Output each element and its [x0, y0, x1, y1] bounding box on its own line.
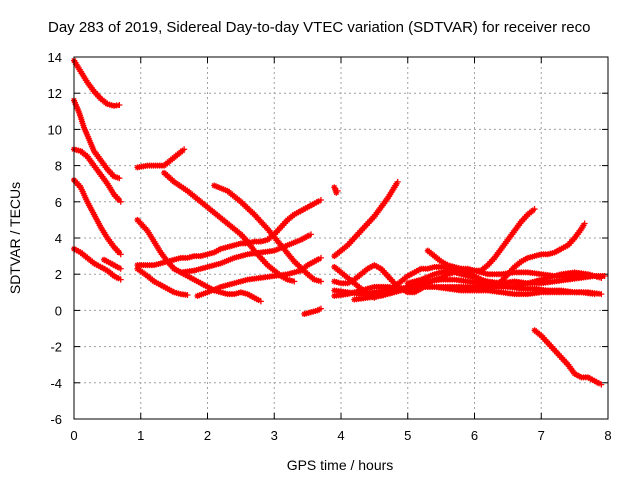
y-tick-label: 0 [55, 303, 62, 318]
x-tick-label: 7 [538, 428, 545, 443]
series-markers [351, 283, 598, 303]
series-markers [101, 256, 124, 272]
series-s10 [134, 196, 324, 269]
chart-title: Day 283 of 2019, Sidereal Day-to-day VTE… [48, 19, 590, 36]
series-s13 [194, 254, 324, 299]
y-tick-label: 2 [55, 267, 62, 282]
series-s14 [211, 182, 324, 285]
series-markers [71, 57, 123, 109]
series-s25 [531, 327, 605, 388]
y-tick-label: 6 [55, 195, 62, 210]
x-tick-label: 0 [70, 428, 77, 443]
series-s12 [171, 265, 264, 305]
series-markers [331, 184, 341, 196]
series-s06 [101, 256, 124, 272]
y-tick-label: 14 [48, 50, 62, 65]
x-tick-label: 5 [404, 428, 411, 443]
series-s24 [491, 220, 588, 289]
series-markers [71, 177, 124, 258]
y-tick-labels: -6 -4 -2 0 2 4 6 8 10 12 14 [48, 50, 62, 427]
series-markers [134, 146, 188, 171]
x-tick-label: 3 [271, 428, 278, 443]
x-tick-label: 6 [471, 428, 478, 443]
series-s16 [331, 184, 341, 196]
x-tick-labels: 0 1 2 3 4 5 6 7 8 [70, 428, 611, 443]
series-s08 [134, 216, 314, 276]
plot-frame [73, 56, 609, 420]
y-tick-label: 4 [55, 231, 62, 246]
series-s15 [301, 305, 324, 318]
series-s02 [71, 97, 123, 182]
data-series [71, 57, 608, 388]
series-markers [161, 169, 298, 285]
series-s01 [71, 57, 123, 109]
series-markers [194, 254, 324, 299]
series-s09 [134, 265, 191, 299]
y-axis-label: SDTVAR / TECUs [7, 182, 23, 294]
series-markers [134, 265, 191, 299]
x-axis-label: GPS time / hours [287, 457, 394, 473]
x-tick-label: 2 [204, 428, 211, 443]
series-s22 [351, 283, 598, 303]
series-markers [134, 196, 324, 269]
series-markers [404, 267, 608, 287]
y-tick-label: -2 [50, 340, 62, 355]
series-markers [301, 305, 324, 318]
y-tick-label: 12 [48, 86, 62, 101]
series-markers [531, 327, 605, 388]
series-s03 [71, 146, 124, 205]
series-markers [211, 182, 324, 285]
y-tick-label: -6 [50, 412, 62, 427]
series-markers [171, 265, 264, 305]
series-s26 [404, 267, 608, 287]
y-tick-label: 8 [55, 159, 62, 174]
series-s04 [71, 177, 124, 258]
series-s17 [331, 178, 401, 260]
x-tick-label: 1 [137, 428, 144, 443]
x-tick-label: 8 [604, 428, 611, 443]
x-tick-label: 4 [337, 428, 344, 443]
series-markers [331, 178, 401, 260]
series-s11 [161, 169, 298, 285]
series-s07 [134, 146, 188, 171]
y-tick-label: -4 [50, 376, 62, 391]
y-tick-label: 10 [48, 122, 62, 137]
